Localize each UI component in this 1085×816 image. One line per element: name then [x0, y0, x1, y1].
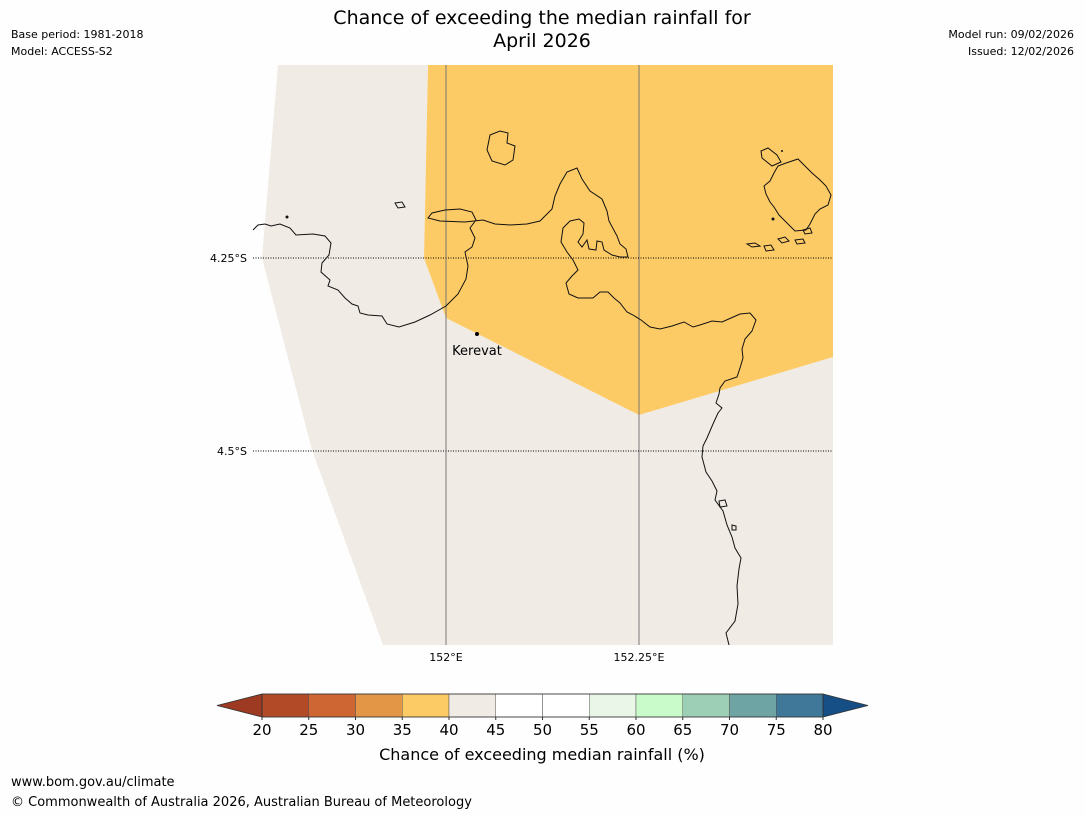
colorbar-tick-label: 35 [393, 721, 412, 739]
islet-dot-2 [781, 150, 783, 152]
colorbar-tick-label: 60 [626, 721, 645, 739]
latitude-label-4-25: 4.25°S [210, 252, 247, 265]
region-40-45 [262, 65, 833, 645]
colorbar-tick-label: 25 [299, 721, 318, 739]
colorbar-tick-label: 55 [580, 721, 599, 739]
colorbar-tick-label: 80 [813, 721, 832, 739]
island-2 [394, 201, 406, 209]
colorbar-cell [261, 693, 309, 718]
base-period-label: Base period: 1981-2018 [11, 28, 144, 41]
issued-label: Issued: 12/02/2026 [967, 45, 1074, 58]
coastline-main [252, 167, 757, 646]
map-title: Chance of exceeding the median rainfall … [242, 7, 842, 53]
colorbar-cells [261, 693, 824, 718]
river-islet [718, 499, 728, 508]
kerevat-marker [475, 332, 479, 336]
colorbar-cell [776, 693, 824, 718]
footer-url[interactable]: www.bom.gov.au/climate [11, 775, 175, 790]
gridlines [253, 65, 833, 645]
colorbar-cell [542, 693, 590, 718]
colorbar-tick-label: 65 [673, 721, 692, 739]
island-3 [760, 147, 782, 167]
island-5 [745, 242, 762, 248]
island-7 [777, 236, 790, 244]
colorbar-tick-label: 45 [486, 721, 505, 739]
colorbar-tick-label: 70 [720, 721, 739, 739]
region-35-40 [424, 65, 833, 415]
longitude-label-152-25: 152.25°E [614, 651, 665, 664]
colorbar-cell [495, 693, 543, 718]
title-line-2: April 2026 [493, 30, 591, 52]
islet-dot-3 [771, 217, 775, 221]
coastline [252, 130, 832, 646]
colorbar-tick-label: 50 [533, 721, 552, 739]
colorbar-extend-over [822, 693, 869, 718]
colorbar-cell [308, 693, 356, 718]
river-islet-2 [731, 524, 737, 531]
footer-copyright: © Commonwealth of Australia 2026, Austra… [11, 795, 472, 810]
colorbar-ticks: 20 25 30 35 40 45 50 55 60 65 70 75 80 [252, 717, 833, 739]
colorbar-tick-label: 20 [252, 721, 271, 739]
model-label: Model: ACCESS-S2 [11, 45, 113, 58]
header-right-info: Model run: 09/02/2026 Issued: 12/02/2026 [948, 26, 1074, 60]
colorbar-tick-label: 75 [767, 721, 786, 739]
longitude-label-152: 152°E [429, 651, 462, 664]
colorbar-cell [448, 693, 496, 718]
title-line-1: Chance of exceeding the median rainfall … [333, 7, 751, 29]
island-9 [802, 227, 813, 235]
colorbar-tick-label: 30 [346, 721, 365, 739]
colorbar-cell [635, 693, 683, 718]
model-run-label: Model run: 09/02/2026 [948, 28, 1074, 41]
header-left-info: Base period: 1981-2018 Model: ACCESS-S2 [11, 26, 143, 60]
kerevat-label: Kerevat [452, 344, 502, 359]
island-4 [763, 158, 832, 232]
latitude-label-4-5: 4.5°S [217, 445, 247, 458]
island-6 [763, 244, 775, 252]
colorbar-title: Chance of exceeding median rainfall (%) [379, 745, 705, 764]
colorbar-cell [682, 693, 730, 718]
island-8 [794, 238, 806, 245]
colorbar-tick-label: 40 [439, 721, 458, 739]
colorbar-extend-under [216, 693, 263, 718]
colorbar-cell [355, 693, 403, 718]
colorbar-cell [729, 693, 777, 718]
colorbar-cell [589, 693, 637, 718]
island-1 [486, 130, 516, 166]
islet-dot [285, 215, 289, 219]
colorbar-cell [402, 693, 450, 718]
